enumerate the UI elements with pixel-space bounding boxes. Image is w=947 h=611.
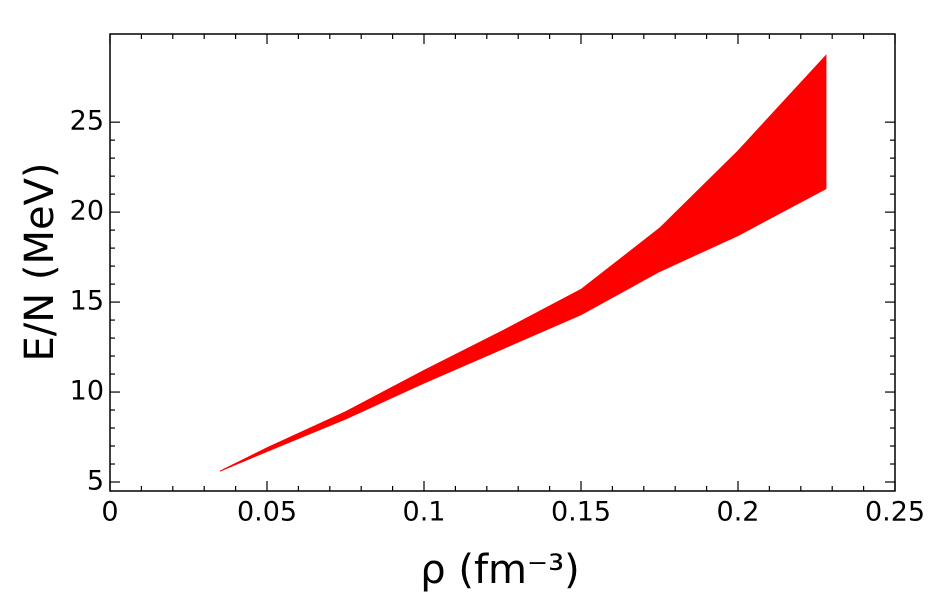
y-tick-label: 10 [70, 376, 104, 407]
x-axis-label: ρ (fm⁻³) [420, 547, 580, 593]
y-tick-label: 20 [70, 196, 104, 227]
x-tick-label: 0.2 [717, 497, 760, 528]
y-tick-label: 5 [87, 466, 104, 497]
x-tick-label: 0.25 [865, 497, 925, 528]
x-tick-label: 0.1 [403, 497, 446, 528]
x-tick-label: 0.05 [237, 497, 297, 528]
y-axis-label: E/N (MeV) [17, 162, 63, 361]
x-tick-label: 0.15 [551, 497, 611, 528]
plot-frame [109, 33, 896, 492]
band [219, 54, 827, 472]
y-tick-label: 25 [70, 106, 104, 137]
y-tick-label: 15 [70, 286, 104, 317]
x-tick-label: 0 [101, 497, 118, 528]
